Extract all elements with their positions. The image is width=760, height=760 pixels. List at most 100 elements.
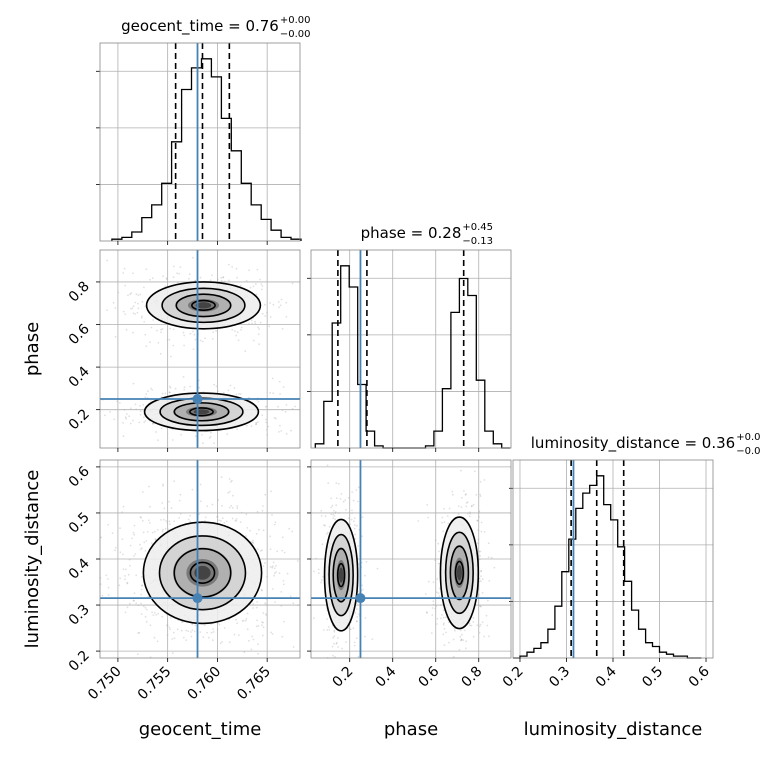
sample-point — [441, 521, 443, 524]
sample-point — [233, 633, 236, 636]
sample-point — [132, 599, 135, 602]
sample-point — [119, 527, 121, 529]
sample-point — [231, 266, 234, 268]
sample-point — [153, 636, 156, 639]
sample-point — [354, 611, 357, 614]
sample-point — [279, 304, 282, 307]
sample-point — [249, 529, 252, 532]
sample-point — [333, 642, 335, 645]
sample-point — [254, 322, 257, 325]
sample-point — [440, 617, 442, 620]
sample-point — [191, 623, 194, 626]
sample-point — [487, 542, 490, 545]
axes-frame — [99, 249, 301, 449]
sample-point — [271, 566, 274, 569]
sample-point — [325, 533, 328, 535]
contour-line — [336, 562, 346, 588]
sample-point — [465, 640, 468, 643]
sample-point — [376, 567, 379, 570]
sample-point — [326, 618, 328, 620]
sample-point — [258, 528, 260, 531]
sample-point — [125, 328, 128, 331]
y-axis-label-phase: phase — [22, 322, 43, 376]
sample-point — [161, 530, 164, 533]
sample-point — [330, 497, 333, 500]
sample-point — [130, 308, 132, 310]
sample-point — [483, 531, 486, 533]
sample-point — [445, 616, 447, 619]
sample-point — [466, 501, 469, 503]
sample-point — [107, 594, 110, 596]
sample-point — [245, 513, 248, 516]
sample-point — [191, 629, 194, 631]
sample-point — [361, 535, 363, 538]
sample-point — [480, 570, 482, 573]
sample-point — [133, 533, 136, 536]
sample-point — [207, 636, 210, 639]
sample-point — [261, 509, 264, 512]
sample-point — [171, 652, 174, 655]
sample-point — [480, 521, 483, 524]
sample-point — [257, 400, 260, 403]
sample-point — [257, 652, 259, 655]
sample-point — [151, 389, 154, 391]
sample-point — [443, 507, 445, 510]
sample-point — [221, 504, 223, 507]
sample-point — [431, 614, 434, 616]
sample-point — [149, 505, 151, 508]
sample-point — [135, 293, 138, 296]
sample-point — [125, 413, 128, 415]
sample-point — [151, 611, 154, 614]
sample-point — [252, 603, 255, 605]
sample-point — [481, 591, 484, 594]
sample-point — [220, 276, 223, 279]
contour-line — [143, 392, 260, 432]
sample-point — [357, 486, 360, 489]
sample-point — [471, 504, 473, 507]
sample-point — [476, 519, 479, 522]
sample-point — [192, 348, 195, 351]
sample-point — [260, 283, 263, 285]
sample-point — [333, 515, 336, 517]
sample-point — [465, 505, 468, 508]
sample-point — [468, 515, 471, 518]
sample-point — [332, 513, 335, 516]
title-minus-error: −0.13 — [462, 236, 493, 247]
sample-point — [269, 392, 272, 394]
sample-point — [203, 624, 206, 626]
sample-point — [317, 572, 320, 575]
sample-point — [236, 331, 239, 334]
sample-point — [122, 272, 125, 274]
sample-point — [262, 505, 264, 507]
sample-point — [149, 624, 152, 627]
sample-point — [198, 386, 201, 389]
sample-point — [356, 616, 359, 618]
sample-point — [463, 490, 465, 492]
sample-point — [206, 505, 209, 508]
sample-point — [187, 630, 190, 632]
sample-point — [230, 480, 232, 483]
sample-point — [443, 644, 446, 647]
sample-point — [479, 495, 482, 497]
sample-point — [198, 513, 200, 516]
sample-point — [180, 629, 183, 632]
sample-point — [183, 388, 186, 391]
sample-point — [105, 574, 108, 577]
sample-point — [183, 386, 186, 389]
sample-point — [460, 506, 463, 509]
sample-point — [457, 505, 460, 507]
sample-point — [228, 641, 231, 644]
sample-point — [210, 431, 212, 434]
sample-point — [189, 385, 192, 388]
sample-point — [480, 605, 482, 608]
sample-point — [437, 592, 440, 595]
sample-point — [347, 497, 350, 499]
sample-point — [137, 307, 140, 310]
sample-point — [337, 646, 339, 648]
sample-point — [280, 591, 283, 593]
sample-point — [278, 572, 281, 575]
sample-point — [106, 259, 109, 262]
sample-point — [437, 542, 440, 545]
y-axis-label-luminosity_distance: luminosity_distance — [22, 470, 43, 649]
sample-point — [451, 493, 454, 496]
